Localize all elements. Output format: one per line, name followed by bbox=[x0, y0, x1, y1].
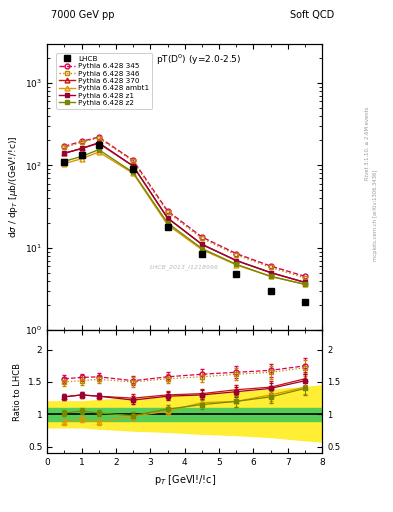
LHCB bbox=[131, 166, 136, 172]
Pythia 6.428 346 bbox=[268, 264, 273, 270]
Pythia 6.428 370 bbox=[234, 258, 239, 264]
Pythia 6.428 z1 bbox=[131, 163, 136, 169]
Text: mcplots.cern.ch [arXiv:1306.3436]: mcplots.cern.ch [arXiv:1306.3436] bbox=[373, 169, 378, 261]
Line: Pythia 6.428 345: Pythia 6.428 345 bbox=[62, 135, 307, 279]
Pythia 6.428 370 bbox=[303, 280, 307, 286]
Pythia 6.428 345 bbox=[131, 157, 136, 163]
Pythia 6.428 345 bbox=[303, 273, 307, 280]
Pythia 6.428 ambt1 bbox=[200, 247, 204, 253]
Pythia 6.428 345 bbox=[79, 138, 84, 144]
Pythia 6.428 345 bbox=[165, 208, 170, 214]
Pythia 6.428 z2 bbox=[303, 281, 307, 287]
Pythia 6.428 z1 bbox=[268, 269, 273, 275]
Line: Pythia 6.428 z2: Pythia 6.428 z2 bbox=[62, 147, 307, 286]
Pythia 6.428 370 bbox=[131, 163, 136, 169]
Line: Pythia 6.428 ambt1: Pythia 6.428 ambt1 bbox=[62, 150, 307, 287]
Pythia 6.428 z2 bbox=[62, 158, 67, 164]
Pythia 6.428 ambt1 bbox=[268, 273, 273, 280]
Pythia 6.428 345 bbox=[200, 234, 204, 240]
LHCB bbox=[200, 250, 204, 257]
Line: Pythia 6.428 z1: Pythia 6.428 z1 bbox=[62, 141, 307, 285]
Pythia 6.428 z2 bbox=[234, 261, 239, 267]
Text: pT(D$^0$) (y=2.0-2.5): pT(D$^0$) (y=2.0-2.5) bbox=[156, 52, 241, 67]
Pythia 6.428 345 bbox=[96, 134, 101, 140]
Pythia 6.428 z2 bbox=[79, 154, 84, 160]
Legend: LHCB, Pythia 6.428 345, Pythia 6.428 346, Pythia 6.428 370, Pythia 6.428 ambt1, : LHCB, Pythia 6.428 345, Pythia 6.428 346… bbox=[56, 53, 152, 109]
Pythia 6.428 ambt1 bbox=[303, 281, 307, 287]
Pythia 6.428 z2 bbox=[268, 273, 273, 280]
Pythia 6.428 346 bbox=[303, 275, 307, 281]
Y-axis label: Ratio to LHCB: Ratio to LHCB bbox=[13, 362, 22, 421]
Pythia 6.428 z1 bbox=[96, 140, 101, 146]
Pythia 6.428 z1 bbox=[303, 280, 307, 286]
Text: Soft QCD: Soft QCD bbox=[290, 10, 334, 20]
Pythia 6.428 370 bbox=[62, 150, 67, 156]
Pythia 6.428 ambt1 bbox=[96, 149, 101, 155]
Pythia 6.428 ambt1 bbox=[79, 156, 84, 162]
Text: 7000 GeV pp: 7000 GeV pp bbox=[51, 10, 115, 20]
Pythia 6.428 370 bbox=[96, 140, 101, 146]
Pythia 6.428 370 bbox=[165, 215, 170, 221]
Line: Pythia 6.428 370: Pythia 6.428 370 bbox=[62, 141, 307, 285]
Pythia 6.428 z2 bbox=[96, 146, 101, 153]
X-axis label: p$_T$ [GeVI!/!c]: p$_T$ [GeVI!/!c] bbox=[154, 473, 216, 486]
Pythia 6.428 346 bbox=[96, 135, 101, 141]
Text: LHCB_2013_I1218996: LHCB_2013_I1218996 bbox=[150, 264, 219, 270]
Line: Pythia 6.428 346: Pythia 6.428 346 bbox=[62, 136, 307, 281]
Pythia 6.428 345 bbox=[62, 143, 67, 150]
LHCB bbox=[234, 271, 239, 277]
LHCB bbox=[96, 142, 101, 148]
Pythia 6.428 z1 bbox=[79, 145, 84, 152]
Pythia 6.428 z1 bbox=[165, 215, 170, 221]
Pythia 6.428 370 bbox=[268, 269, 273, 275]
Text: Rivet 3.1.10, ≥ 2.6M events: Rivet 3.1.10, ≥ 2.6M events bbox=[365, 106, 370, 180]
Pythia 6.428 346 bbox=[165, 209, 170, 215]
Pythia 6.428 z1 bbox=[234, 258, 239, 264]
Y-axis label: d$\sigma$ / dp$_T$ [$\mu$b/(GeV!/!c)]: d$\sigma$ / dp$_T$ [$\mu$b/(GeV!/!c)] bbox=[7, 136, 20, 238]
Pythia 6.428 z2 bbox=[131, 169, 136, 176]
Pythia 6.428 370 bbox=[200, 241, 204, 247]
Pythia 6.428 345 bbox=[268, 263, 273, 269]
Pythia 6.428 370 bbox=[79, 145, 84, 152]
Pythia 6.428 345 bbox=[234, 250, 239, 257]
Pythia 6.428 346 bbox=[79, 139, 84, 145]
Pythia 6.428 346 bbox=[234, 252, 239, 258]
Pythia 6.428 346 bbox=[131, 158, 136, 164]
LHCB bbox=[79, 152, 84, 158]
Pythia 6.428 z2 bbox=[200, 245, 204, 251]
Pythia 6.428 ambt1 bbox=[131, 170, 136, 177]
Pythia 6.428 z1 bbox=[62, 150, 67, 156]
LHCB bbox=[303, 299, 307, 305]
Pythia 6.428 346 bbox=[62, 144, 67, 151]
LHCB bbox=[268, 288, 273, 294]
Pythia 6.428 346 bbox=[200, 236, 204, 242]
Pythia 6.428 z2 bbox=[165, 220, 170, 226]
LHCB bbox=[165, 224, 170, 230]
Line: LHCB: LHCB bbox=[61, 142, 308, 305]
Pythia 6.428 ambt1 bbox=[234, 262, 239, 268]
Pythia 6.428 ambt1 bbox=[62, 160, 67, 166]
Pythia 6.428 ambt1 bbox=[165, 222, 170, 228]
Pythia 6.428 z1 bbox=[200, 241, 204, 247]
LHCB bbox=[62, 159, 67, 165]
